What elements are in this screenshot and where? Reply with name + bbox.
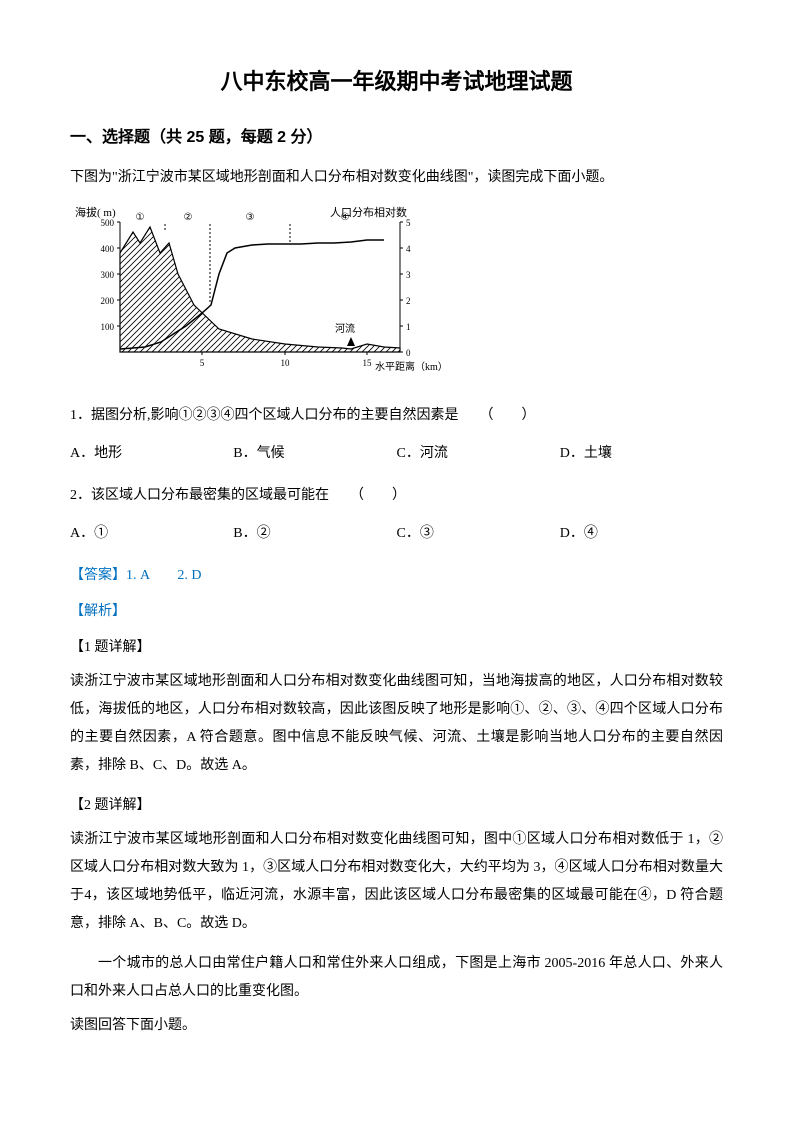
- svg-text:③: ③: [246, 212, 255, 223]
- svg-text:①: ①: [136, 212, 145, 223]
- question-1-options: A．地形 B．气候 C．河流 D．土壤: [70, 440, 723, 468]
- svg-text:300: 300: [101, 270, 115, 280]
- left-axis-label: 海拔( m): [75, 205, 116, 219]
- chart-svg: 海拔( m) 人口分布相对数 100 200 300: [70, 204, 450, 384]
- analysis-label: 【解析】: [70, 598, 723, 626]
- question-2-options: A．① B．② C．③ D．④: [70, 520, 723, 548]
- answer-text: 【答案】1. A 2. D: [70, 562, 723, 590]
- option-2b: B．②: [233, 520, 396, 548]
- explanation-1: 读浙江宁波市某区域地形剖面和人口分布相对数变化曲线图可知，当地海拔高的地区，人口…: [70, 668, 723, 780]
- svg-text:400: 400: [101, 244, 115, 254]
- detail-2-label: 【2 题详解】: [70, 792, 723, 820]
- left-ticks: 100 200 300 400 500: [101, 218, 121, 332]
- svg-text:5: 5: [406, 218, 411, 228]
- x-axis-label: 水平距离（km）: [375, 360, 448, 373]
- svg-text:3: 3: [406, 270, 411, 280]
- explanation-2: 读浙江宁波市某区域地形剖面和人口分布相对数变化曲线图可知，图中①区域人口分布相对…: [70, 826, 723, 938]
- svg-text:5: 5: [200, 358, 205, 368]
- svg-text:1: 1: [406, 322, 411, 332]
- question-2: 2．该区域人口分布最密集的区域最可能在 （ ）: [70, 482, 723, 510]
- svg-text:0: 0: [406, 348, 411, 358]
- detail-1-label: 【1 题详解】: [70, 634, 723, 662]
- option-2a: A．①: [70, 520, 233, 548]
- svg-text:2: 2: [406, 296, 411, 306]
- svg-text:100: 100: [101, 322, 115, 332]
- option-1c: C．河流: [397, 440, 560, 468]
- next-intro-2: 读图回答下面小题。: [70, 1012, 723, 1040]
- option-1d: D．土壤: [560, 440, 723, 468]
- svg-text:④: ④: [341, 212, 350, 223]
- next-intro-1: 一个城市的总人口由常住户籍人口和常住外来人口组成，下图是上海市 2005-201…: [70, 950, 723, 1006]
- svg-text:10: 10: [281, 358, 291, 368]
- option-2d: D．④: [560, 520, 723, 548]
- terrain-chart: 海拔( m) 人口分布相对数 100 200 300: [70, 204, 450, 384]
- terrain-area: [120, 227, 400, 352]
- svg-text:15: 15: [363, 358, 373, 368]
- svg-text:4: 4: [406, 244, 411, 254]
- section-header: 一、选择题（共 25 题，每题 2 分）: [70, 122, 723, 154]
- option-1b: B．气候: [233, 440, 396, 468]
- right-ticks: 0 1 2 3 4 5: [400, 218, 411, 358]
- river-marker: 河流: [335, 322, 355, 346]
- question-1: 1．据图分析,影响①②③④四个区域人口分布的主要自然因素是 （ ）: [70, 402, 723, 430]
- svg-text:200: 200: [101, 296, 115, 306]
- x-ticks: 5 10 15: [200, 352, 372, 368]
- option-1a: A．地形: [70, 440, 233, 468]
- svg-text:500: 500: [101, 218, 115, 228]
- intro-text: 下图为"浙江宁波市某区域地形剖面和人口分布相对数变化曲线图"，读图完成下面小题。: [70, 164, 723, 192]
- option-2c: C．③: [397, 520, 560, 548]
- svg-text:河流: 河流: [335, 322, 355, 335]
- page-title: 八中东校高一年级期中考试地理试题: [70, 60, 723, 104]
- svg-text:②: ②: [184, 212, 193, 223]
